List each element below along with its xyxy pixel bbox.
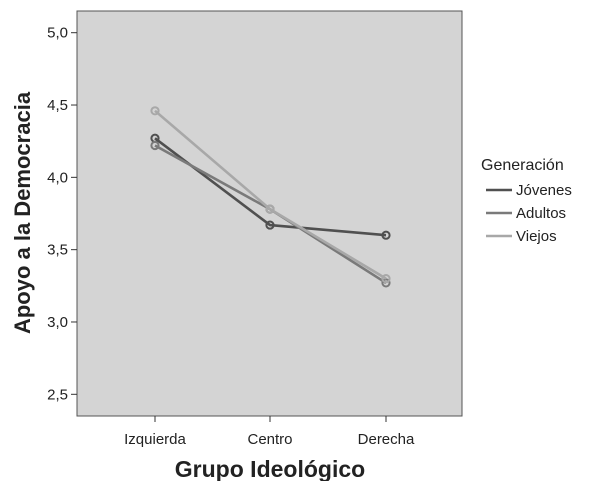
y-tick-label: 4,0 bbox=[47, 169, 68, 186]
legend: Generación Jóvenes Adultos Viejos bbox=[481, 157, 572, 245]
y-tick-label: 3,5 bbox=[47, 242, 68, 259]
x-tick-label: Centro bbox=[247, 431, 292, 448]
data-point bbox=[265, 220, 275, 230]
data-point bbox=[150, 140, 160, 151]
x-tick-label: Izquierda bbox=[124, 431, 186, 448]
data-point bbox=[150, 106, 160, 116]
y-axis-title: Apoyo a la Democracia bbox=[10, 91, 35, 334]
series-line-viejos bbox=[154, 109, 387, 280]
x-tick-label: Derecha bbox=[358, 431, 415, 448]
y-axis: 2,5 3,0 3,5 4,0 4,5 5,0 bbox=[47, 25, 77, 403]
data-point bbox=[381, 278, 391, 288]
y-tick-label: 2,5 bbox=[47, 386, 68, 403]
y-tick-label: 4,5 bbox=[47, 97, 68, 114]
legend-label: Viejos bbox=[516, 228, 557, 245]
data-point bbox=[265, 204, 275, 214]
legend-label: Jóvenes bbox=[516, 182, 572, 199]
y-tick-label: 5,0 bbox=[47, 25, 68, 42]
x-axis-title: Grupo Ideológico bbox=[175, 456, 365, 481]
data-point bbox=[381, 230, 391, 240]
y-tick-label: 3,0 bbox=[47, 314, 68, 331]
data-point bbox=[381, 273, 391, 284]
legend-title: Generación bbox=[481, 157, 564, 174]
x-axis: Izquierda Centro Derecha bbox=[124, 416, 415, 448]
legend-label: Adultos bbox=[516, 205, 566, 222]
series-layer bbox=[150, 106, 391, 288]
